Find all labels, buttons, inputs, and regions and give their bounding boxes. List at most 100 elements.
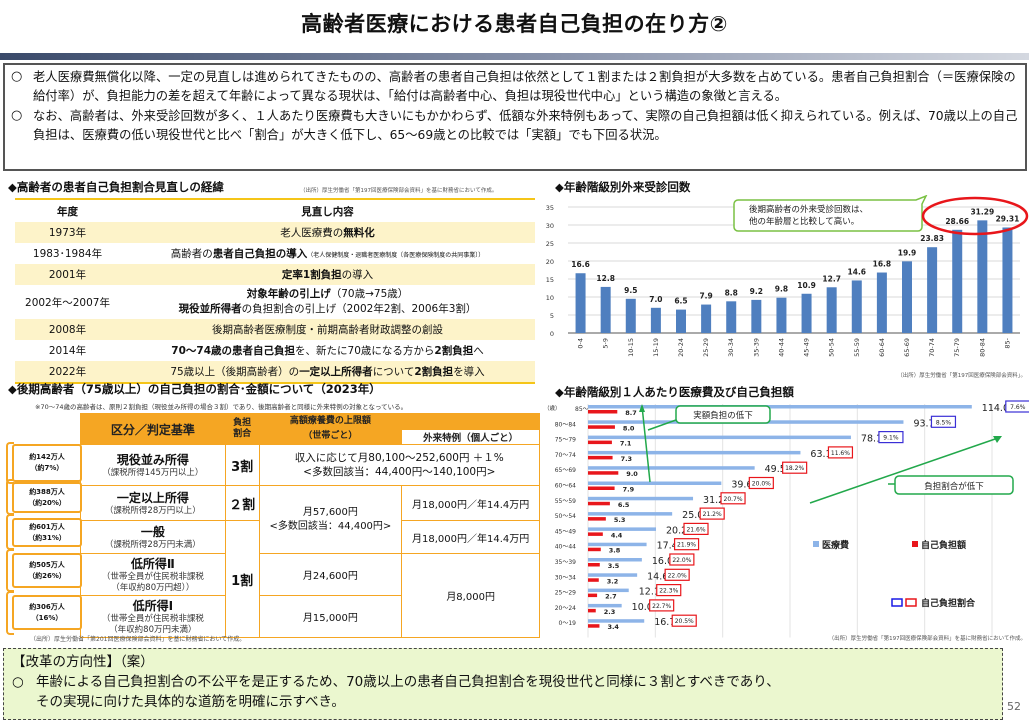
medical-cost-bar <box>588 496 694 501</box>
svg-text:14.6: 14.6 <box>647 571 668 582</box>
self-pay-bar <box>588 624 600 628</box>
svg-text:12.1: 12.1 <box>639 587 660 598</box>
svg-text:2.7: 2.7 <box>605 593 617 601</box>
ratio-cell: ２割 <box>224 485 260 521</box>
self-pay-bar <box>588 501 610 506</box>
svg-text:30～34: 30～34 <box>555 574 576 581</box>
history-header-row: 年度 見直し内容 <box>15 200 535 222</box>
svg-text:31.29: 31.29 <box>970 207 994 216</box>
svg-text:16.0: 16.0 <box>652 556 673 567</box>
svg-text:65～69: 65～69 <box>555 467 576 474</box>
outpatient-cell: 月18,000円／年14.4万円 <box>401 485 540 521</box>
medical-cost-bar <box>588 573 638 577</box>
col-header-category: 区分／判定基準 <box>80 413 226 445</box>
svg-text:8.7: 8.7 <box>625 409 637 417</box>
history-year: 2001年 <box>48 269 87 281</box>
history-year: 2022年 <box>48 366 87 378</box>
svg-text:0～19: 0～19 <box>559 620 577 627</box>
svg-text:35-39: 35-39 <box>752 338 760 357</box>
bar <box>776 297 787 333</box>
svg-text:55～59: 55～59 <box>555 498 576 505</box>
svg-text:20.0%: 20.0% <box>752 481 771 488</box>
svg-text:78.1: 78.1 <box>861 434 882 445</box>
svg-text:70～74: 70～74 <box>555 452 576 459</box>
category-cell: 一定以上所得 （課税所得28万円以上） <box>80 485 226 521</box>
svg-text:75～79: 75～79 <box>555 437 576 444</box>
svg-text:50～54: 50～54 <box>555 513 576 520</box>
svg-text:8.0: 8.0 <box>623 424 635 432</box>
history-content: 後期高齢者医療制度・前期高齢者財政調整の創設 <box>212 324 443 336</box>
svg-text:25-29: 25-29 <box>702 338 710 357</box>
history-content: 老人医療費の無料化 <box>280 227 375 239</box>
svg-text:7.1: 7.1 <box>620 440 632 448</box>
svg-text:14.6: 14.6 <box>848 267 867 276</box>
history-source: （出所）厚生労働省「第197回医療保険部会資料」を基に財務省において作成。 <box>300 188 498 194</box>
category-cell: 低所得Ⅰ （世帯全員が住民税非課税 （年収約80万円未満） <box>80 595 226 638</box>
self-pay-bar <box>588 486 615 490</box>
svg-text:10.9: 10.9 <box>797 281 816 290</box>
svg-text:3.4: 3.4 <box>607 623 619 631</box>
history-year: 1973年 <box>48 227 87 239</box>
svg-text:114.0: 114.0 <box>982 403 1009 414</box>
history-row: 2001年 定率1割負担の導入 <box>15 264 535 285</box>
svg-text:30: 30 <box>546 222 554 230</box>
svg-text:7.3: 7.3 <box>621 455 633 463</box>
svg-text:63.1: 63.1 <box>810 449 831 460</box>
bar <box>701 304 712 333</box>
svg-text:30-34: 30-34 <box>727 338 735 357</box>
history-year: 1983･1984年 <box>32 248 103 260</box>
reform-item: ○ 年齢による自己負担割合の不公平を是正するため、70歳以上の患者自己負担割合を… <box>12 672 994 712</box>
svg-text:20.7%: 20.7% <box>724 496 743 503</box>
history-content: 対象年齢の引上げ（70歳→75歳） 現役並所得者の負担割合の引上げ（2002年2… <box>178 288 477 315</box>
svg-text:25～29: 25～29 <box>555 590 576 597</box>
burden-row: 一定以上所得 （課税所得28万円以上） ２割 月57,600円 <多数回該当：44,… <box>80 485 540 554</box>
burden-source: （出所）厚生労働省「第201回医療保険部会資料」を基に財務省において作成。 <box>30 636 246 643</box>
medical-cost-bar <box>588 619 645 623</box>
population-bracket <box>6 442 14 484</box>
svg-text:自己負担割合: 自己負担割合 <box>921 597 976 609</box>
self-pay-bar <box>588 517 606 521</box>
svg-text:9.0: 9.0 <box>626 470 638 478</box>
col-header-ratio: 負担 割合 <box>224 413 260 445</box>
col-header-limit-sub: （世帯ごと） <box>258 429 403 445</box>
svg-text:0: 0 <box>550 330 554 338</box>
outpatient-cell: 月18,000円／年14.4万円 <box>401 520 540 554</box>
bar <box>826 287 837 333</box>
summary-item: ○ 老人医療費無償化以降、一定の見直しは進められてきたものの、高齢者の患者自己負… <box>11 68 1019 105</box>
medical-cost-bar <box>588 481 722 485</box>
svg-text:5.3: 5.3 <box>614 516 626 524</box>
title-underline-bar <box>0 53 1029 60</box>
bar <box>876 272 887 333</box>
medical-cost-bar <box>588 527 657 531</box>
svg-text:93.7: 93.7 <box>913 418 934 429</box>
history-row: 1973年 老人医療費の無料化 <box>15 222 535 243</box>
svg-text:45-49: 45-49 <box>803 338 811 357</box>
bar <box>952 229 963 333</box>
medical-cost-bar <box>588 405 972 409</box>
burden-row: 現役並み所得 （課税所得145万円以上） 3割 収入に応じて月80,100～252… <box>80 444 541 486</box>
col-header-content: 見直し内容 <box>301 205 354 218</box>
medical-cost-bar <box>588 558 642 562</box>
svg-text:（出所）厚生労働省「第197回医療保険部会資料」。: （出所）厚生労働省「第197回医療保険部会資料」。 <box>897 371 1026 379</box>
history-content: 75歳以上（後期高齢者）の一定以上所得者について2割負担を導入 <box>170 366 485 378</box>
self-pay-bar <box>588 547 601 552</box>
self-pay-bar <box>588 455 613 460</box>
bar <box>676 309 686 333</box>
population-box: 約601万人 （約31%） <box>12 518 82 547</box>
svg-text:6.5: 6.5 <box>618 501 630 509</box>
svg-text:2.3: 2.3 <box>604 608 616 616</box>
svg-text:31.2: 31.2 <box>703 495 724 506</box>
svg-text:7.9: 7.9 <box>699 292 712 301</box>
circle-bullet-icon: ○ <box>12 674 24 690</box>
limit-cell: 月57,600円 <多数回該当：44,400円> <box>258 485 403 554</box>
summary-box: ○ 老人医療費無償化以降、一定の見直しは進められてきたものの、高齢者の患者自己負… <box>3 63 1027 171</box>
svg-text:10-15: 10-15 <box>627 338 635 357</box>
col-header-spacer <box>401 413 540 430</box>
population-box: 約388万人 （約20%） <box>12 482 82 513</box>
svg-text:（出所）厚生労働省「第197回医療保険部会資料」を基に財務省: （出所）厚生労働省「第197回医療保険部会資料」を基に財務省において作成。 <box>829 634 1026 642</box>
svg-text:5-9: 5-9 <box>602 338 610 349</box>
ratio-cell: 3割 <box>224 444 260 486</box>
bar <box>575 273 586 333</box>
limit-cell: 収入に応じて月80,100～252,600円 ＋１% <多数回該当：44,400円… <box>258 444 541 486</box>
bar <box>751 299 762 333</box>
